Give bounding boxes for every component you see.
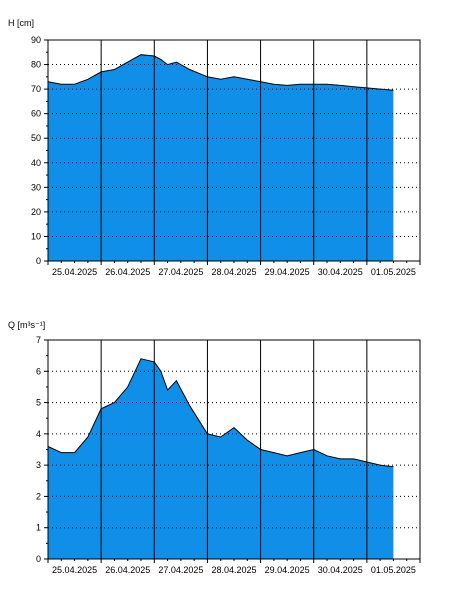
x-tick-label: 25.04.2025 xyxy=(52,267,97,277)
y-tick-label: 6 xyxy=(36,366,41,376)
y-tick-label: 0 xyxy=(36,256,41,266)
x-tick-label: 30.04.2025 xyxy=(318,565,363,575)
x-tick-label: 25.04.2025 xyxy=(52,565,97,575)
series-area xyxy=(48,54,394,262)
y-tick-label: 7 xyxy=(36,335,41,345)
x-tick-label: 29.04.2025 xyxy=(265,565,310,575)
y-tick-label: 10 xyxy=(31,231,41,241)
y-tick-label: 5 xyxy=(36,398,41,408)
y-tick-label: 50 xyxy=(31,133,41,143)
y-tick-label: 20 xyxy=(31,207,41,217)
x-tick-label: 30.04.2025 xyxy=(318,267,363,277)
y-tick-label: 1 xyxy=(36,523,41,533)
y-tick-label: 80 xyxy=(31,60,41,70)
series-line xyxy=(47,54,394,91)
y-tick-label: 2 xyxy=(36,491,41,501)
x-tick-label: 27.04.2025 xyxy=(158,267,203,277)
x-tick-label: 01.05.2025 xyxy=(371,565,416,575)
y-tick-label: 90 xyxy=(31,35,41,45)
y-axis-title: Q [m³s⁻¹] xyxy=(8,320,45,330)
y-tick-label: 3 xyxy=(36,460,41,470)
x-tick-label: 28.04.2025 xyxy=(211,565,256,575)
discharge-chart: 0 1 2 3 4 5 6 7 25.04.2025 26.04.2025 27.04.2025 28… xyxy=(8,320,421,575)
y-axis-title: H [cm] xyxy=(8,18,34,28)
x-tick-label: 27.04.2025 xyxy=(158,565,203,575)
x-tick-label: 29.04.2025 xyxy=(265,267,310,277)
y-tick-label: 40 xyxy=(31,158,41,168)
water-level-chart: 0 10 20 30 40 50 60 70 80 90 25.04.2025 26.04.2025 2… xyxy=(8,18,421,277)
series-line xyxy=(47,358,394,468)
y-tick-label: 60 xyxy=(31,109,41,119)
series-area xyxy=(48,358,394,559)
x-tick-label: 26.04.2025 xyxy=(105,267,150,277)
y-tick-label: 0 xyxy=(36,554,41,564)
x-tick-label: 01.05.2025 xyxy=(371,267,416,277)
y-tick-label: 4 xyxy=(36,429,41,439)
x-tick-label: 26.04.2025 xyxy=(105,565,150,575)
x-tick-label: 28.04.2025 xyxy=(211,267,256,277)
y-tick-label: 30 xyxy=(31,182,41,192)
y-tick-label: 70 xyxy=(31,84,41,94)
